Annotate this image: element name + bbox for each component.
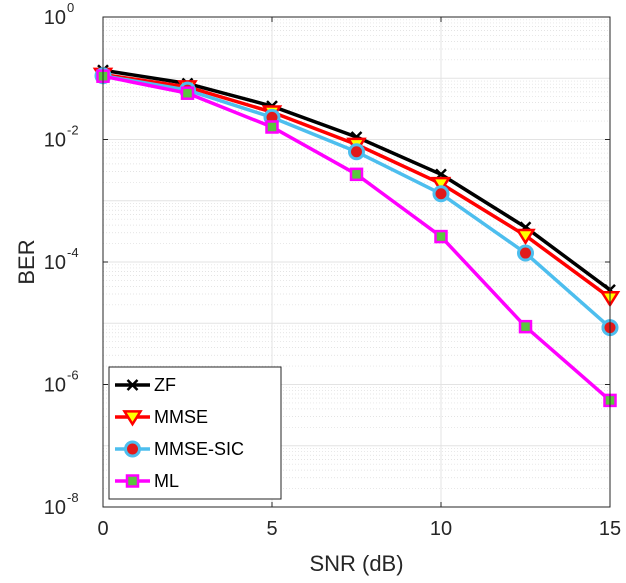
legend-swatch-zf: [115, 379, 150, 391]
legend: ZF MMSE MMSE-SIC ML: [108, 366, 282, 500]
legend-marker-mmse-sic: [124, 440, 141, 458]
legend-label-zf: ZF: [154, 375, 176, 395]
y-tick-exponent: -8: [67, 490, 79, 505]
y-tick-label: 10: [44, 7, 66, 29]
y-tick-label: 10: [44, 130, 66, 152]
data-point-ml: [434, 229, 448, 244]
x-tick-label: 15: [599, 518, 621, 540]
x-tick-label: 10: [430, 518, 452, 540]
y-tick-exponent: -2: [67, 123, 79, 138]
data-point-mmse-sic: [517, 244, 534, 262]
data-point-mmse: [430, 176, 452, 194]
y-tick-label: 10: [44, 252, 66, 274]
x-tick-label: 5: [266, 518, 277, 540]
data-point-ml: [349, 167, 364, 182]
data-point-ml: [518, 319, 533, 334]
x-tick-label: 0: [97, 518, 108, 540]
legend-marker-ml: [125, 474, 140, 488]
y-tick-label: 10: [44, 375, 66, 397]
legend-label-mmse: MMSE: [154, 407, 208, 427]
data-point-mmse-sic: [348, 143, 365, 161]
legend-label-ml: ML: [154, 471, 179, 491]
data-point-mmse-sic: [432, 185, 450, 203]
y-tick-label: 10: [44, 497, 66, 519]
legend-swatch-mmse-sic: [115, 440, 150, 458]
legend-marker-mmse: [122, 410, 143, 427]
y-tick-exponent: 0: [67, 0, 74, 15]
legend-label-mmse-sic: MMSE-SIC: [154, 439, 244, 459]
legend-swatches: [115, 379, 150, 488]
data-point-ml: [180, 86, 195, 100]
data-point-ml: [265, 120, 279, 134]
y-tick-exponent: -4: [67, 245, 79, 260]
x-axis-label: SNR (dB): [309, 551, 403, 576]
legend-swatch-mmse: [115, 410, 150, 427]
y-tick-exponent: -6: [67, 368, 79, 383]
legend-swatch-ml: [115, 474, 150, 488]
data-point-mmse: [515, 228, 536, 246]
legend-marker-zf: [126, 379, 139, 391]
y-axis-label: BER: [14, 239, 39, 284]
